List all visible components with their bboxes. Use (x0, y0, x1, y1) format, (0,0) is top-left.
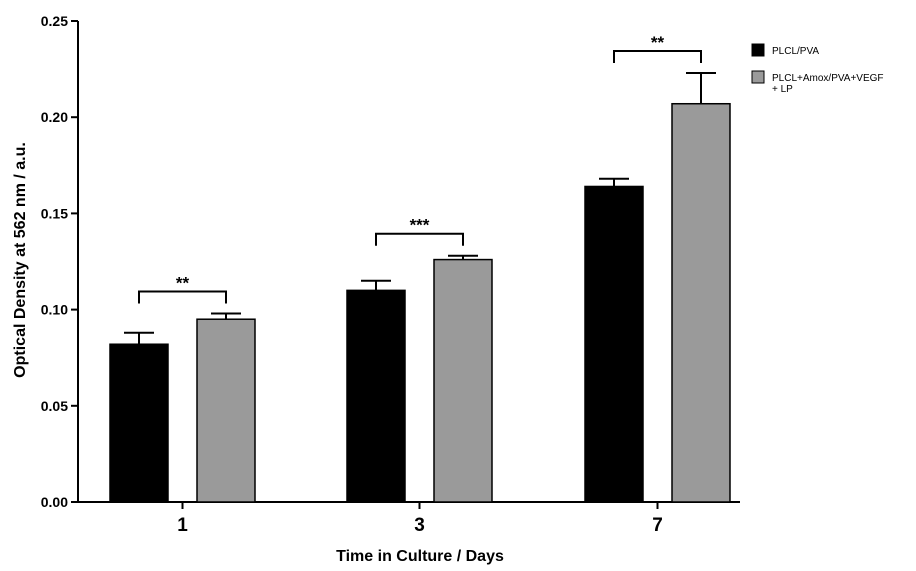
legend: PLCL/PVA PLCL+Amox/PVA+VEGF + LP (751, 43, 884, 95)
y-tick-label: 0.00 (41, 494, 68, 510)
significance-bracket (375, 232, 464, 246)
y-tick-label: 0.15 (41, 205, 68, 221)
legend-label: PLCL+Amox/PVA+VEGF + LP (772, 73, 884, 95)
legend-label: PLCL/PVA (772, 46, 819, 57)
bars-layer (109, 102, 731, 503)
x-tick-label: 1 (177, 515, 188, 536)
bar-plcl-pva-day-3 (346, 289, 406, 503)
y-tick-label: 0.25 (41, 13, 68, 29)
significance-label: ** (176, 273, 190, 292)
significance-bracket (138, 290, 227, 304)
bar-plcl-amox-pva-vegf-lp-day-1 (196, 318, 256, 503)
y-tick-label: 0.20 (41, 109, 68, 125)
y-axis-title: Optical Density at 562 nm / a.u. (12, 142, 29, 378)
x-tick-label: 3 (414, 515, 425, 536)
bar-plcl-pva-day-1 (109, 343, 169, 503)
legend-swatch (751, 70, 765, 84)
x-axis-title: Time in Culture / Days (336, 548, 504, 565)
legend-swatch (751, 43, 765, 57)
significance-layer: ******* (138, 33, 702, 304)
significance-label: *** (410, 216, 430, 235)
y-tick-label: 0.05 (41, 398, 68, 414)
significance-bracket (613, 49, 702, 63)
error-bars-layer (124, 71, 716, 345)
y-tick-label: 0.10 (41, 302, 68, 318)
significance-label: ** (651, 33, 665, 52)
bar-plcl-pva-day-7 (584, 185, 644, 503)
bar-plcl-amox-pva-vegf-lp-day-3 (433, 258, 493, 503)
axes-layer: 0.00 0.05 0.10 0.15 0.20 0.25 1 3 7 (41, 13, 740, 536)
bar-plcl-amox-pva-vegf-lp-day-7 (671, 102, 731, 503)
x-tick-label: 7 (652, 515, 663, 536)
